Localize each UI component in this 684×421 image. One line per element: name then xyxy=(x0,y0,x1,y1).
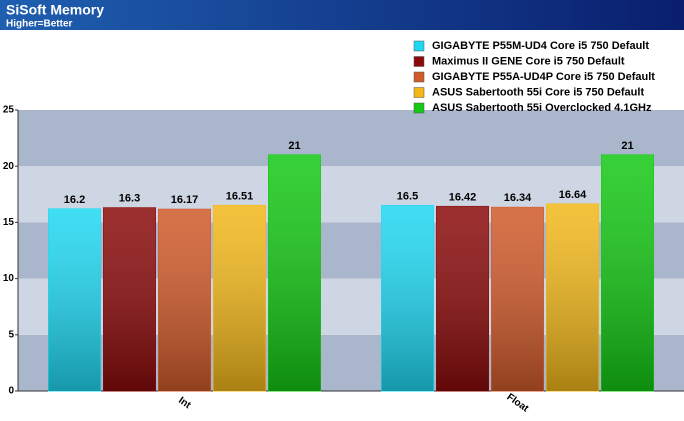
bar-shade xyxy=(491,207,544,391)
value-label: 21 xyxy=(288,140,300,152)
value-label: 16.34 xyxy=(504,192,532,204)
bar-shade xyxy=(213,205,266,391)
bar-shade xyxy=(546,203,599,391)
legend-label: ASUS Sabertooth 55i Core i5 750 Default xyxy=(432,86,644,98)
bar-shade xyxy=(158,209,211,391)
y-tick-label: 20 xyxy=(3,161,15,172)
grid-band xyxy=(18,110,684,167)
legend-swatch xyxy=(413,40,425,52)
y-tick-label: 15 xyxy=(3,217,15,228)
value-label: 16.5 xyxy=(397,190,418,202)
y-tick-label: 25 xyxy=(3,105,15,116)
bar-shade xyxy=(381,205,434,391)
value-label: 16.64 xyxy=(559,189,587,201)
bar-shade xyxy=(436,206,489,391)
legend-swatch xyxy=(413,102,425,114)
value-label: 16.17 xyxy=(171,194,199,206)
value-label: 16.3 xyxy=(119,193,140,205)
legend-label: Maximus II GENE Core i5 750 Default xyxy=(432,55,625,67)
bar-shade xyxy=(103,207,156,391)
bar-shade xyxy=(601,154,654,391)
y-tick-label: 10 xyxy=(3,273,15,284)
chart-title: SiSoft Memory xyxy=(6,2,104,18)
legend-swatch xyxy=(413,71,425,83)
value-label: 16.42 xyxy=(449,191,477,203)
bar-shade xyxy=(268,154,321,391)
legend-swatch xyxy=(413,87,425,98)
y-tick-label: 5 xyxy=(8,329,14,340)
legend-label: GIGABYTE P55M-UD4 Core i5 750 Default xyxy=(432,40,649,52)
y-tick-label: 0 xyxy=(8,386,14,397)
value-label: 21 xyxy=(621,140,633,152)
value-label: 16.51 xyxy=(226,190,254,202)
chart-subtitle: Higher=Better xyxy=(6,19,73,30)
legend-label: GIGABYTE P55A-UD4P Core i5 750 Default xyxy=(432,71,655,83)
legend-swatch xyxy=(413,56,425,67)
legend-label: ASUS Sabertooth 55i Overclocked 4.1GHz xyxy=(432,102,652,114)
bar-shade xyxy=(48,208,101,391)
header xyxy=(0,0,684,30)
value-label: 16.2 xyxy=(64,194,85,206)
